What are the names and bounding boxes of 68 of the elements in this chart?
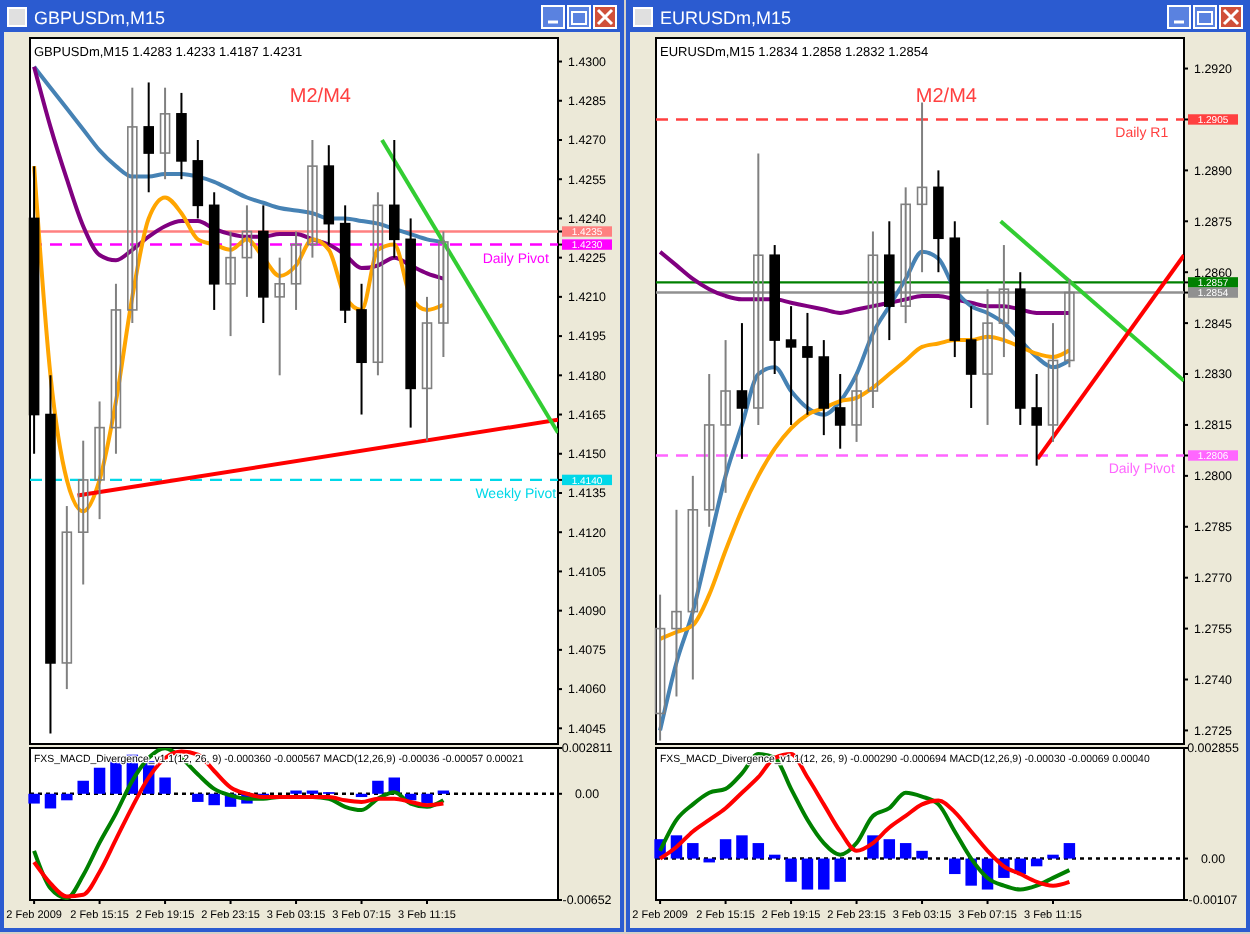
candlestick	[1064, 277, 1075, 369]
bar	[916, 850, 928, 859]
candlestick	[916, 101, 928, 274]
candlestick	[753, 152, 764, 426]
bar	[44, 793, 57, 809]
line-series	[32, 64, 446, 244]
candlestick	[982, 288, 993, 426]
candlestick	[1047, 322, 1059, 443]
bar	[899, 843, 912, 859]
bar	[208, 793, 220, 806]
candlestick	[61, 505, 73, 691]
candlestick	[225, 230, 236, 338]
candlestick	[77, 439, 89, 586]
candlestick	[671, 508, 682, 698]
bar	[801, 858, 814, 890]
bar	[28, 793, 40, 804]
candlestick	[110, 282, 122, 455]
candlestick	[802, 311, 813, 416]
candlestick	[1031, 373, 1042, 467]
candlestick	[127, 86, 138, 325]
annotation: M2/M4	[289, 86, 352, 108]
bar	[719, 839, 732, 859]
candlestick	[143, 81, 154, 194]
bar	[949, 858, 961, 875]
candlestick	[965, 305, 977, 409]
candlestick	[736, 322, 748, 460]
candlestick	[307, 138, 318, 259]
chart-title: EURUSDm,M15	[660, 8, 792, 28]
candlestick	[421, 295, 433, 442]
candlestick	[372, 191, 384, 377]
line-series	[32, 64, 446, 281]
candlestick	[241, 204, 253, 298]
candlestick	[867, 230, 879, 409]
candlestick	[720, 339, 731, 494]
candlestick	[834, 373, 846, 450]
bar	[372, 780, 384, 794]
bar	[93, 767, 106, 794]
candlestick	[998, 244, 1010, 359]
line-series	[32, 164, 446, 514]
bar	[785, 858, 797, 882]
bar	[834, 858, 846, 882]
candlestick	[192, 138, 204, 220]
candlestick	[388, 138, 400, 259]
candlestick	[654, 593, 666, 742]
bar	[687, 843, 699, 859]
bar	[736, 835, 748, 859]
candlestick	[176, 91, 187, 181]
bar	[1063, 843, 1076, 859]
candlestick	[290, 230, 302, 311]
candlestick	[703, 373, 715, 528]
bar	[192, 793, 204, 802]
bar	[752, 843, 765, 859]
candlestick	[785, 305, 797, 426]
candlestick	[687, 474, 699, 681]
candlestick	[900, 186, 911, 325]
chart-title: GBPUSDm,M15	[34, 8, 166, 28]
candlestick	[274, 256, 285, 377]
bar	[159, 777, 171, 794]
bar	[818, 858, 830, 890]
bar	[77, 780, 89, 794]
bar	[61, 793, 73, 801]
line-series	[658, 249, 1072, 733]
candlestick	[94, 400, 105, 521]
candlestick	[438, 230, 449, 359]
annotation: M2/M4	[915, 86, 978, 108]
candlestick	[851, 373, 862, 443]
bar	[883, 839, 896, 859]
candlestick	[159, 86, 171, 181]
